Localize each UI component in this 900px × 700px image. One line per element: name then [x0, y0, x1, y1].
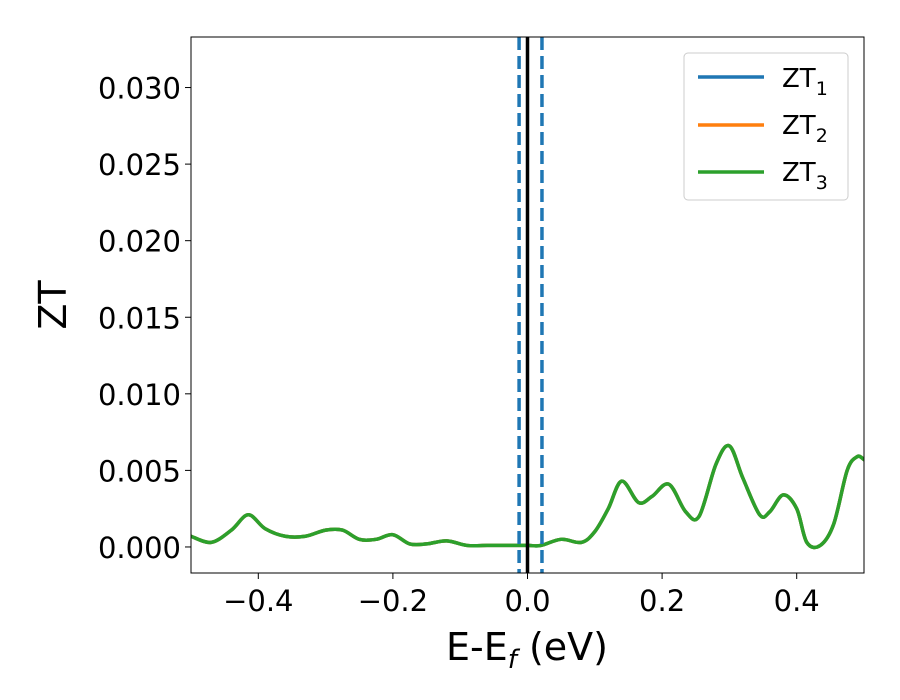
legend-label-zt3: ZT3 — [782, 158, 828, 194]
y-tick-label: 0.000 — [98, 531, 181, 565]
y-tick-label: 0.015 — [98, 301, 181, 335]
legend: ZT1 ZT2 ZT3 — [683, 52, 849, 201]
y-axis: 0.000 0.005 0.010 0.015 0.020 0.025 0.030 — [98, 72, 191, 565]
legend-entry-zt2: ZT2 — [698, 111, 828, 147]
y-tick-label: 0.025 — [98, 148, 181, 182]
y-tick-label: 0.030 — [98, 72, 181, 106]
y-tick-label: 0.010 — [98, 378, 181, 412]
vertical-lines — [517, 37, 544, 573]
x-tick-label: 0.0 — [504, 584, 550, 618]
series-layer — [191, 443, 864, 550]
x-tick-label: −0.2 — [358, 584, 428, 618]
x-tick-label: 0.2 — [639, 584, 685, 618]
x-axis-label: E-Ef (eV) — [446, 625, 608, 675]
y-axis-label: ZT — [31, 280, 75, 330]
legend-entry-zt3: ZT3 — [698, 158, 828, 194]
legend-box — [683, 52, 849, 201]
y-tick-label: 0.005 — [98, 454, 181, 488]
x-tick-label: −0.4 — [223, 584, 293, 618]
plot-area — [190, 36, 865, 574]
legend-entry-zt1: ZT1 — [698, 64, 828, 100]
series-line-zt3 — [191, 443, 864, 550]
legend-label-zt2: ZT2 — [782, 111, 828, 147]
x-tick-label: 0.4 — [774, 584, 820, 618]
legend-label-zt1: ZT1 — [782, 64, 828, 100]
x-axis: −0.4 −0.2 0.0 0.2 0.4 — [223, 573, 820, 618]
y-tick-label: 0.020 — [98, 225, 181, 259]
